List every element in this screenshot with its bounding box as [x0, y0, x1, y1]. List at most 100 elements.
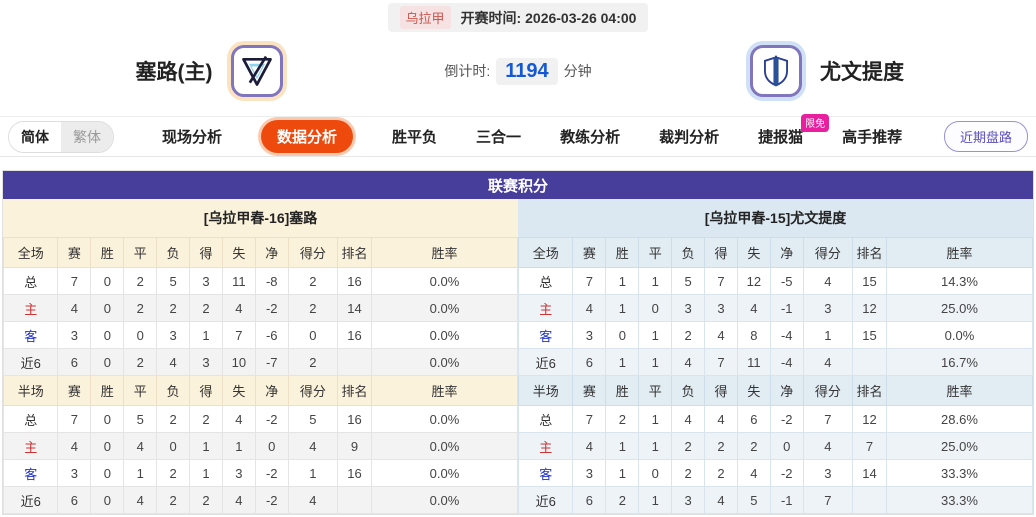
table-cell: 7 [221, 321, 256, 349]
table-cell: 5 [156, 267, 191, 295]
recent-handicap-button[interactable]: 近期盘路 [943, 121, 1028, 152]
kickoff-time: 开赛时间: 2026-03-26 04:00 [461, 8, 637, 28]
column-header: 失 [221, 375, 256, 406]
column-header: 净 [254, 375, 289, 406]
column-header: 失 [736, 237, 771, 268]
column-header: 全场 [2, 237, 59, 268]
table-cell: 25.0% [885, 432, 1034, 460]
table-cell: 7 [57, 267, 92, 295]
away-team-logo-icon [764, 55, 788, 87]
home-table-title: [乌拉甲春-16]塞路 [3, 199, 518, 237]
column-header: 胜率 [370, 375, 519, 406]
kickoff-value: 2026-03-26 04:00 [525, 9, 637, 26]
table-cell [337, 486, 372, 514]
column-header-row: 半场赛胜平负得失净得分 排名 胜率 [2, 375, 519, 406]
table-cell: 0 [90, 348, 125, 376]
row-label: 主 [517, 294, 574, 322]
tab-coach-analysis[interactable]: 教练分析 [560, 129, 621, 146]
row-label: 近6 [517, 486, 574, 514]
lang-simplified[interactable]: 简体 [9, 121, 61, 152]
tab-expert-picks[interactable]: 高手推荐 [842, 129, 903, 146]
column-header: 平 [123, 237, 158, 268]
table-cell: 7 [57, 405, 92, 433]
column-header: 胜率 [370, 237, 519, 268]
table-cell: 25.0% [885, 294, 1034, 322]
table-cell: 4 [704, 321, 738, 349]
column-header: 得分 [287, 237, 339, 268]
table-cell: 4 [221, 486, 256, 514]
table-cell: -2 [769, 459, 804, 487]
column-header: 负 [671, 237, 706, 268]
tab-referee-analysis[interactable]: 裁判分析 [659, 129, 720, 146]
table-cell: -2 [254, 294, 289, 322]
table-cell: -7 [254, 348, 289, 376]
table-cell: 2 [287, 267, 339, 295]
table-cell: 7 [852, 432, 887, 460]
column-header: 净 [769, 237, 804, 268]
league-table-subheaders: [乌拉甲春-16]塞路 [乌拉甲春-15]尤文提度 [3, 199, 1033, 237]
table-cell: 3 [572, 321, 607, 349]
tab-jiebaomao[interactable]: 捷报猫 限免 [758, 114, 830, 147]
table-cell: 3 [221, 459, 256, 487]
table-cell: 4 [57, 294, 92, 322]
table-cell: 1 [189, 459, 223, 487]
table-cell: 2 [671, 321, 706, 349]
table-cell: 4 [156, 348, 191, 376]
tab-live-analysis[interactable]: 现场分析 [162, 129, 223, 146]
table-cell: -2 [254, 405, 289, 433]
column-header: 半场 [2, 375, 59, 406]
table-cell: 1 [638, 432, 673, 460]
table-row: 客 3 0 0 3 1 7 -6 0 16 0.0% [2, 321, 519, 349]
home-team-logo-icon [241, 55, 272, 86]
table-cell: 7 [572, 267, 607, 295]
table-cell: 4 [287, 432, 339, 460]
lang-traditional[interactable]: 繁体 [61, 121, 113, 152]
row-label: 近6 [2, 486, 59, 514]
table-cell: 2 [156, 294, 191, 322]
column-header: 排名 [337, 375, 372, 406]
table-cell: 3 [189, 348, 223, 376]
league-badge[interactable]: 乌拉甲 [399, 6, 451, 29]
kickoff-label: 开赛时间: [460, 9, 522, 26]
tab-data-analysis[interactable]: 数据分析 [261, 120, 354, 153]
column-header: 平 [638, 237, 673, 268]
tab-win-draw-lose[interactable]: 胜平负 [392, 129, 438, 146]
column-header: 胜 [605, 237, 640, 268]
tab-jiebaomao-label: 捷报猫 [758, 129, 804, 146]
table-cell: 0 [254, 432, 289, 460]
language-toggle[interactable]: 简体 繁体 [8, 120, 114, 153]
column-header: 得 [189, 375, 223, 406]
table-cell: 1 [605, 267, 640, 295]
table-cell: 0.0% [370, 486, 519, 514]
table-cell: 0 [605, 321, 640, 349]
home-team-name: 塞路(主) [135, 61, 213, 84]
table-cell: 1 [802, 321, 854, 349]
table-cell: 0 [90, 321, 125, 349]
table-cell: 2 [156, 486, 191, 514]
column-header: 负 [156, 237, 191, 268]
league-table-title: 联赛积分 [3, 171, 1033, 199]
table-cell: 4 [221, 294, 256, 322]
table-cell: 6 [57, 348, 92, 376]
table-row: 总 7 0 2 5 3 11 -8 2 16 0.0% [2, 267, 519, 295]
row-label: 总 [517, 405, 574, 433]
table-cell: 6 [736, 405, 771, 433]
table-cell: 2 [156, 459, 191, 487]
limited-free-badge: 限免 [801, 114, 830, 132]
table-cell: 7 [704, 348, 738, 376]
row-label: 客 [2, 459, 59, 487]
table-cell: 5 [123, 405, 158, 433]
tab-three-in-one[interactable]: 三合一 [476, 129, 522, 146]
countdown-unit: 分钟 [563, 63, 592, 79]
table-row: 主 4 0 4 0 1 1 0 4 9 0.0% [2, 432, 519, 460]
table-cell: 4 [802, 432, 854, 460]
table-cell: 0 [90, 459, 125, 487]
table-cell: 7 [572, 405, 607, 433]
table-row: 总 7 2 1 4 4 6 -2 7 12 28.6% [517, 405, 1034, 433]
table-cell: 4 [671, 405, 706, 433]
nav-tabs: 现场分析 数据分析 胜平负 三合一 教练分析 裁判分析 捷报猫 限免 高手推荐 [162, 114, 903, 153]
row-label: 客 [517, 459, 574, 487]
table-cell: 1 [189, 321, 223, 349]
table-cell: 1 [605, 348, 640, 376]
table-cell: 4 [123, 432, 158, 460]
